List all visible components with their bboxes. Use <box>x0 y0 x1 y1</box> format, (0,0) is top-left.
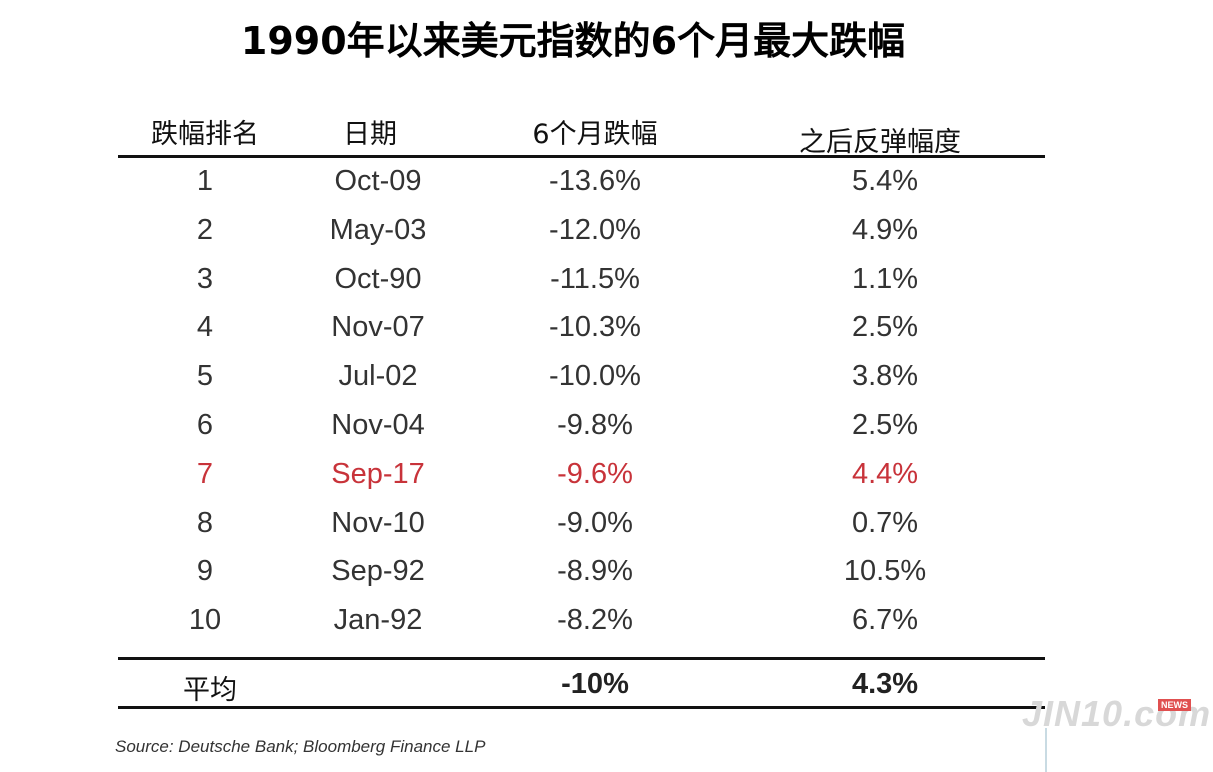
cell-rebound: 4.9% <box>851 213 919 246</box>
cell-rank: 4 <box>196 311 214 344</box>
header-rank: 跌幅排名 <box>151 119 259 150</box>
average-drop: -10% <box>561 668 629 700</box>
cell-rank: 5 <box>196 360 214 393</box>
cell-date: May-03 <box>329 213 427 246</box>
cell-rank: 10 <box>188 604 222 637</box>
average-rebound: 4.3% <box>851 668 919 700</box>
cell-date: Oct-09 <box>334 165 422 197</box>
cell-date: Nov-07 <box>331 311 425 344</box>
header-date: 日期 <box>343 119 397 150</box>
cell-rebound: 3.8% <box>851 360 919 393</box>
table-row: 6 Nov-04 -9.8% 2.5% <box>0 409 1100 457</box>
table-row: 4 Nov-07 -10.3% 2.5% <box>0 311 1100 359</box>
header-rule <box>118 155 1045 158</box>
chart-title: 1990年以来美元指数的6个月最大跌幅 <box>240 19 906 63</box>
cell-rank: 9 <box>196 555 214 588</box>
table-row: 7 Sep-17 -9.6% 4.4% <box>0 458 1100 506</box>
cell-date: Sep-17 <box>331 457 425 490</box>
cell-drop: -12.0% <box>549 213 641 246</box>
cell-date: Nov-04 <box>331 409 425 441</box>
cell-rebound: 2.5% <box>851 311 919 344</box>
cell-drop: -9.8% <box>557 409 633 441</box>
table-row: 9 Sep-92 -8.9% 10.5% <box>0 555 1100 603</box>
average-label: 平均 <box>183 675 237 706</box>
cell-rebound: 2.5% <box>851 409 919 441</box>
cell-rebound: 4.4% <box>851 457 919 490</box>
cell-rank: 7 <box>196 457 214 490</box>
cell-date: Jan-92 <box>333 604 423 637</box>
cell-drop: -8.2% <box>557 604 633 637</box>
cell-rank: 2 <box>196 213 214 246</box>
watermark-badge: NEWS <box>1158 699 1191 711</box>
cell-drop: -10.3% <box>549 311 641 344</box>
cell-drop: -10.0% <box>549 360 641 393</box>
cell-drop: -8.9% <box>557 555 633 588</box>
cell-rebound: 6.7% <box>851 604 919 637</box>
cell-rank: 6 <box>196 409 214 441</box>
header-rebound: 之后反弹幅度 <box>799 127 961 158</box>
table-row: 2 May-03 -12.0% 4.9% <box>0 214 1100 262</box>
cell-rebound: 10.5% <box>843 555 927 588</box>
cell-rebound: 5.4% <box>851 165 919 197</box>
cell-date: Jul-02 <box>338 360 418 393</box>
cell-rebound: 1.1% <box>851 262 919 295</box>
edge-line <box>1045 728 1047 772</box>
table-row: 10 Jan-92 -8.2% 6.7% <box>0 604 1100 652</box>
cell-date: Sep-92 <box>331 555 425 588</box>
cell-date: Oct-90 <box>334 262 422 295</box>
cell-drop: -9.0% <box>557 506 633 539</box>
cell-drop: -9.6% <box>557 457 633 490</box>
cell-drop: -13.6% <box>549 165 641 197</box>
cell-drop: -11.5% <box>550 262 640 295</box>
cell-date: Nov-10 <box>331 506 425 539</box>
table-row: 5 Jul-02 -10.0% 3.8% <box>0 360 1100 408</box>
header-drop: 6个月跌幅 <box>532 119 658 150</box>
source-note: Source: Deutsche Bank; Bloomberg Finance… <box>115 737 486 756</box>
cell-rebound: 0.7% <box>851 506 919 539</box>
table-row: 1 Oct-09 -13.6% 5.4% <box>0 165 1100 213</box>
average-top-rule <box>118 657 1045 660</box>
table-row: 8 Nov-10 -9.0% 0.7% <box>0 507 1100 555</box>
cell-rank: 8 <box>196 506 214 539</box>
bottom-rule <box>118 706 1045 709</box>
cell-rank: 1 <box>196 165 214 197</box>
table-row: 3 Oct-90 -11.5% 1.1% <box>0 263 1100 311</box>
cell-rank: 3 <box>196 262 214 295</box>
